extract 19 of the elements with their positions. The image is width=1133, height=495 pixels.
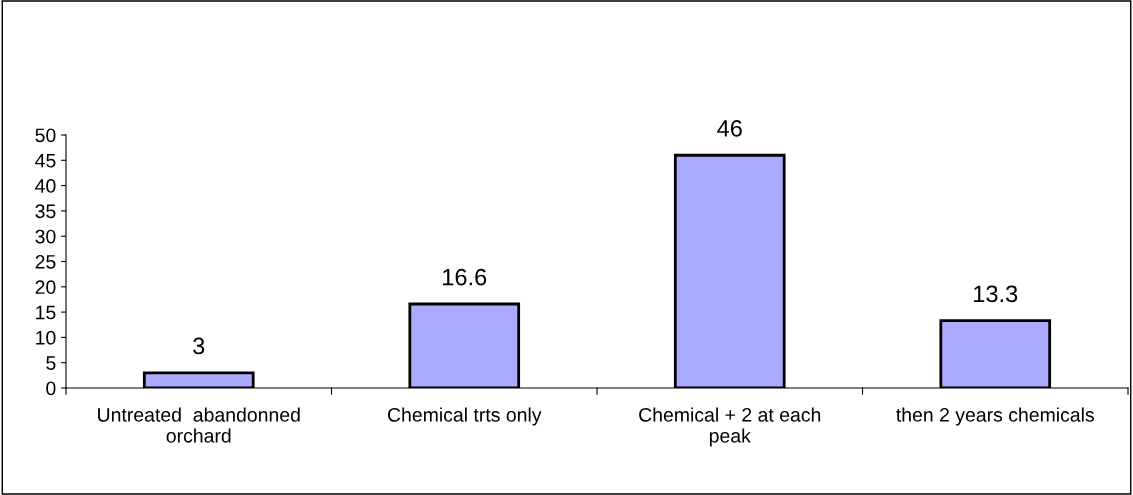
x-tick-label: then 2 years chemicals	[896, 407, 1094, 426]
y-tick-label: 5	[46, 356, 56, 370]
y-tick-label: 30	[35, 229, 56, 244]
y-tick-label: 35	[35, 204, 56, 219]
y-tick-label: 20	[35, 280, 56, 295]
y-tick-label: 0	[46, 381, 56, 396]
y-tick-label: 50	[35, 128, 56, 143]
y-tick-label: 45	[35, 153, 56, 168]
data-label: 3	[193, 337, 205, 355]
data-label: 13.3	[974, 285, 1018, 303]
data-label: 16.6	[443, 268, 487, 286]
y-tick-label: 25	[35, 254, 56, 269]
y-tick-label: 40	[35, 179, 56, 193]
x-tick-label: Untreated abandonned orchard	[98, 407, 300, 443]
y-tick-label: 10	[36, 330, 56, 345]
x-tick-label: Chemical trts only	[387, 407, 542, 426]
y-tick-label: 15	[36, 305, 56, 320]
data-label: 46	[717, 119, 742, 137]
x-tick-label: Chemical + 2 at each peak	[639, 407, 821, 447]
